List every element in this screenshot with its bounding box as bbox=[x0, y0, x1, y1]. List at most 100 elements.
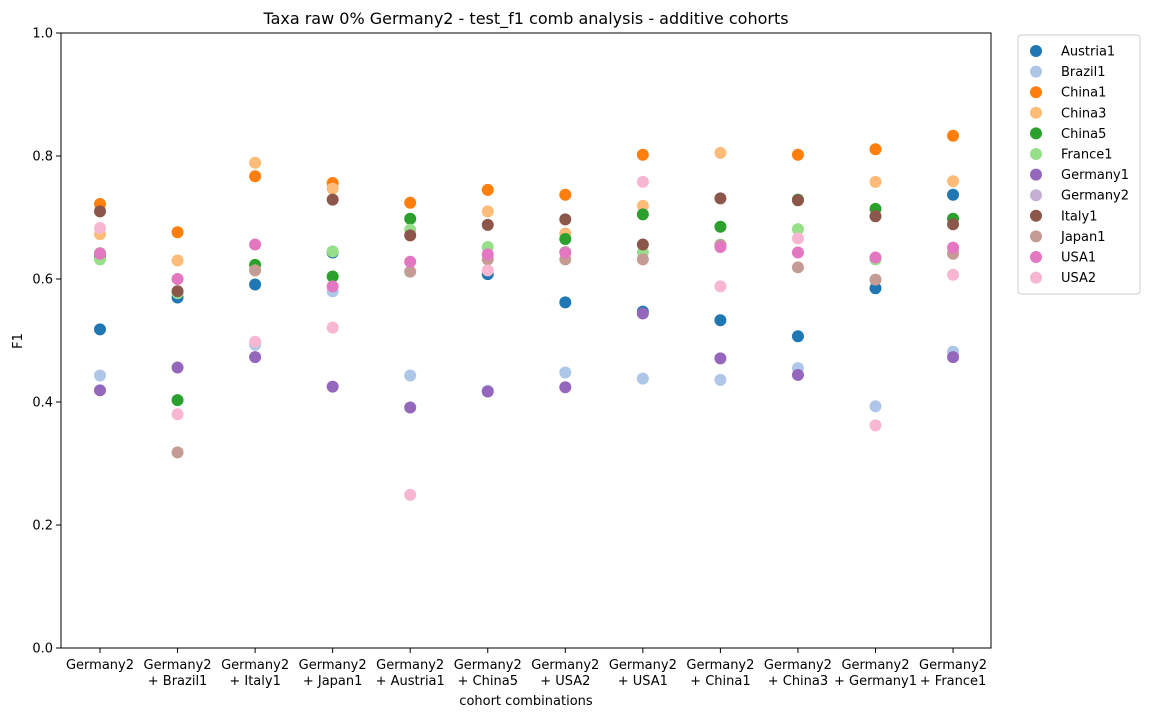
data-point-japan1 bbox=[249, 264, 262, 277]
x-tick-label-line: + USA1 bbox=[618, 674, 668, 689]
x-tick-label: Germany2 + Brazil1 bbox=[144, 658, 212, 689]
legend-label: China5 bbox=[1061, 127, 1106, 142]
legend-label: Italy1 bbox=[1061, 209, 1097, 224]
data-point-usa1 bbox=[559, 246, 572, 259]
data-point-china5 bbox=[559, 233, 572, 246]
data-point-germany1 bbox=[404, 401, 417, 414]
data-point-germany1 bbox=[559, 381, 572, 394]
data-point-usa2 bbox=[404, 488, 417, 501]
data-point-germany1 bbox=[326, 380, 339, 393]
x-tick-label-line: + China5 bbox=[458, 674, 518, 689]
x-tick-label-line: Germany2 bbox=[299, 658, 367, 673]
x-tick-label-line: Germany2 bbox=[531, 658, 599, 673]
data-point-italy1 bbox=[404, 229, 417, 242]
data-point-china1 bbox=[636, 148, 649, 161]
data-point-china1 bbox=[869, 143, 882, 156]
data-point-china5 bbox=[171, 394, 184, 407]
x-tick-label-line: Germany2 bbox=[686, 658, 754, 673]
x-tick-label: Germany2 bbox=[66, 658, 134, 673]
legend-marker-usa2 bbox=[1030, 271, 1042, 284]
data-point-usa2 bbox=[947, 268, 960, 281]
data-point-italy1 bbox=[94, 205, 106, 218]
y-tick-label: 0.4 bbox=[32, 396, 53, 411]
data-point-usa1 bbox=[404, 255, 417, 268]
data-point-usa1 bbox=[791, 246, 804, 259]
x-tick-label-line: Germany2 bbox=[919, 658, 987, 673]
x-tick-label-line: Germany2 bbox=[609, 658, 677, 673]
legend-label: Germany1 bbox=[1061, 168, 1129, 183]
data-point-austria1 bbox=[94, 323, 106, 336]
data-point-china5 bbox=[326, 270, 339, 283]
plot-area-frame bbox=[60, 32, 992, 649]
x-tick-label-line: Germany2 bbox=[454, 658, 522, 673]
data-point-china3 bbox=[249, 156, 262, 169]
data-point-usa2 bbox=[636, 175, 649, 188]
x-tick-label: Germany2 + Austria1 bbox=[376, 658, 445, 689]
data-point-france1 bbox=[326, 245, 339, 258]
legend-marker-austria1 bbox=[1030, 45, 1042, 57]
x-tick-label: Germany2 + USA2 bbox=[531, 658, 599, 689]
data-point-germany1 bbox=[714, 352, 727, 365]
data-point-usa2 bbox=[94, 221, 106, 234]
data-point-italy1 bbox=[714, 192, 727, 205]
y-tick-label: 0.2 bbox=[32, 519, 53, 534]
x-tick-label-line: + USA2 bbox=[540, 674, 590, 689]
x-tick-label: Germany2 + USA1 bbox=[609, 658, 677, 689]
x-tick-label: Germany2 + China5 bbox=[454, 658, 522, 689]
legend-label: China1 bbox=[1061, 86, 1106, 101]
x-tick-label-line: Germany2 bbox=[764, 658, 832, 673]
y-axis-label: F1 bbox=[11, 333, 26, 349]
data-point-usa2 bbox=[326, 321, 339, 334]
data-point-china1 bbox=[249, 170, 262, 183]
chart-title: Taxa raw 0% Germany2 - test_f1 comb anal… bbox=[262, 9, 788, 29]
data-point-germany1 bbox=[791, 368, 804, 381]
data-point-brazil1 bbox=[404, 369, 417, 382]
data-point-usa2 bbox=[249, 335, 262, 348]
data-point-brazil1 bbox=[636, 372, 649, 385]
y-axis: 0.0 0.2 0.4 0.6 0.8 1.0 bbox=[32, 27, 61, 657]
data-point-germany1 bbox=[94, 384, 106, 397]
data-point-china3 bbox=[636, 199, 649, 212]
data-point-usa2 bbox=[171, 408, 184, 421]
data-point-austria1 bbox=[714, 314, 727, 327]
legend-label: Japan1 bbox=[1060, 230, 1106, 245]
data-point-italy1 bbox=[326, 193, 339, 206]
x-tick-label-line: + China3 bbox=[768, 674, 828, 689]
legend: Austria1 Brazil1 China1 China3 China5 France1… bbox=[1017, 34, 1141, 295]
x-axis-label: cohort combinations bbox=[459, 694, 593, 709]
data-point-germany1 bbox=[636, 307, 649, 320]
x-tick-label-line: + China1 bbox=[690, 674, 750, 689]
data-point-usa1 bbox=[326, 280, 339, 293]
data-points bbox=[94, 129, 960, 501]
data-point-germany1 bbox=[947, 351, 960, 364]
legend-marker-germany1 bbox=[1030, 168, 1042, 181]
data-point-brazil1 bbox=[869, 400, 882, 413]
data-point-italy1 bbox=[559, 213, 572, 226]
y-tick-label: 0.8 bbox=[32, 150, 53, 165]
legend-frame bbox=[1017, 34, 1141, 295]
x-tick-label-line: + Brazil1 bbox=[148, 674, 208, 689]
data-point-china3 bbox=[714, 146, 727, 159]
legend-marker-china1 bbox=[1030, 86, 1042, 99]
data-point-usa1 bbox=[481, 248, 494, 261]
legend-label: USA2 bbox=[1061, 271, 1096, 286]
data-point-austria1 bbox=[249, 278, 262, 291]
data-point-china1 bbox=[559, 188, 572, 201]
data-point-austria1 bbox=[559, 296, 572, 309]
x-tick-label: Germany2 + France1 bbox=[919, 658, 987, 689]
data-point-italy1 bbox=[481, 218, 494, 231]
legend-label: Austria1 bbox=[1061, 45, 1115, 60]
legend-marker-japan1 bbox=[1030, 230, 1042, 243]
x-tick-label-line: + Germany1 bbox=[834, 674, 917, 689]
data-point-austria1 bbox=[947, 188, 960, 201]
data-point-usa1 bbox=[249, 238, 262, 251]
legend-label: USA1 bbox=[1061, 251, 1096, 266]
legend-label: Germany2 bbox=[1061, 189, 1129, 204]
legend-label: Brazil1 bbox=[1061, 65, 1106, 80]
data-point-france1 bbox=[791, 223, 804, 236]
data-point-china5 bbox=[636, 208, 649, 221]
data-point-italy1 bbox=[171, 285, 184, 298]
x-tick-label-line: Germany2 bbox=[144, 658, 212, 673]
